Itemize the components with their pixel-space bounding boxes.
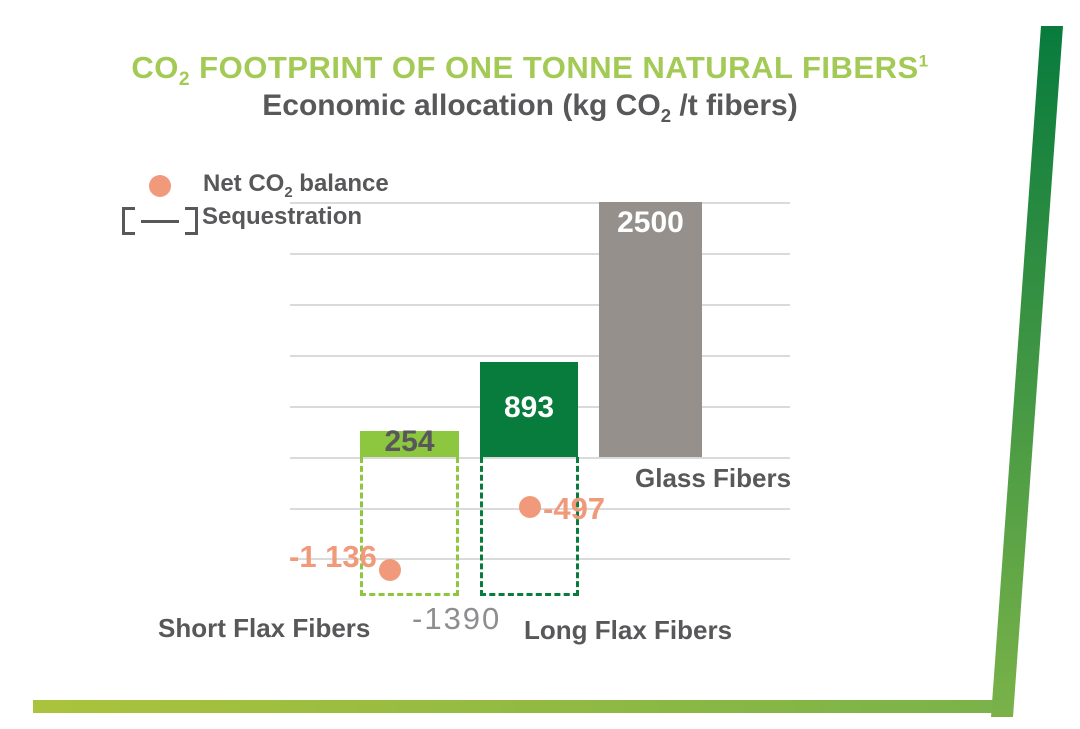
bar-value-glass-fibers: 2500: [617, 206, 684, 239]
diagonal-accent-stripe: [991, 26, 1063, 717]
bracket-left: [122, 207, 135, 235]
gridline-2500: [290, 202, 790, 204]
chart-subtitle: Economic allocation (kg CO2 /t fibers): [0, 89, 1060, 127]
bar-long-flax: [480, 362, 578, 457]
category-label-short-flax: Short Flax Fibers: [158, 613, 371, 643]
sequestration-value-label: -1390: [412, 601, 502, 636]
net-balance-dot-icon: [149, 175, 171, 197]
gridline-zero: [290, 457, 790, 459]
legend-net-subscript: 2: [284, 184, 293, 201]
bracket-right: [185, 207, 198, 235]
category-label-glass-fibers: Glass Fibers: [635, 463, 792, 493]
net-balance-point-long-flax: [519, 496, 541, 518]
title-subscript: 2: [178, 69, 191, 91]
gridline-2000: [290, 253, 790, 255]
title-text: CO: [131, 50, 179, 85]
page-title: CO2 FOOTPRINT OF ONE TONNE NATURAL FIBER…: [0, 50, 1060, 91]
net-balance-point-short-flax: [379, 559, 401, 581]
net-balance-value-short-flax: -1 136: [289, 539, 377, 574]
gridline-neg1000: [290, 558, 790, 560]
title-footnote-marker: 1: [918, 51, 929, 71]
subtitle-text: Economic allocation (kg CO: [262, 89, 661, 122]
bar-value-short-flax: 254: [384, 425, 435, 458]
bottom-accent-bar: [33, 700, 1005, 713]
sequestration-box-short-flax: [360, 457, 459, 596]
legend-net-balance-label: Net CO2 balance: [203, 170, 389, 201]
bar-glass-fibers: [599, 202, 702, 457]
bar-short-flax: [360, 431, 459, 457]
bracket-dash: [141, 219, 179, 223]
subtitle-subscript: 2: [660, 105, 672, 126]
gridline-1000: [290, 355, 790, 357]
legend-sequestration-label: Sequestration: [202, 203, 363, 230]
category-label-long-flax: Long Flax Fibers: [524, 615, 733, 645]
gridline-1500: [290, 304, 790, 306]
legend-net-text-rest: balance: [292, 170, 389, 197]
legend-net-text: Net CO: [203, 170, 285, 197]
subtitle-text-rest: /t fibers): [671, 89, 798, 122]
title-text-rest: FOOTPRINT OF ONE TONNE NATURAL FIBERS: [190, 50, 919, 85]
sequestration-box-long-flax: [480, 457, 579, 596]
net-balance-value-long-flax: -497: [543, 491, 606, 526]
sequestration-bracket-icon: [122, 207, 198, 235]
bar-value-long-flax: 893: [503, 391, 555, 424]
